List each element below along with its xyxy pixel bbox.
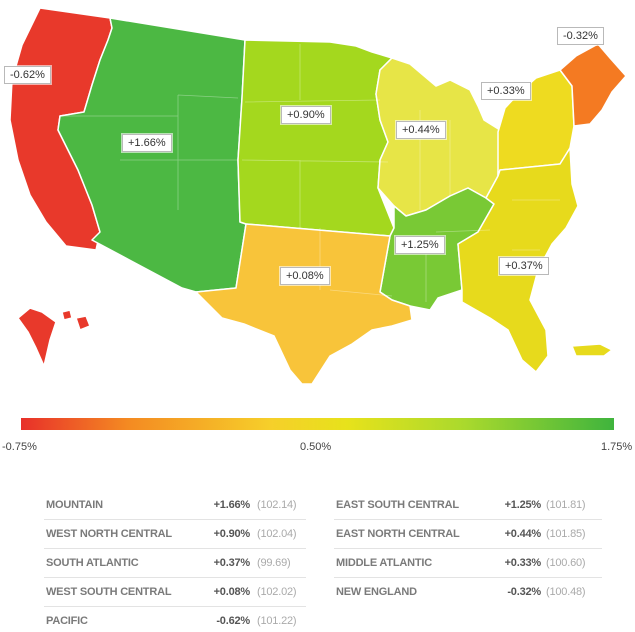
stats-row-divider bbox=[44, 548, 306, 549]
stats-index: (101.22) bbox=[257, 615, 297, 627]
stats-change: -0.32% bbox=[507, 586, 541, 598]
stats-index: (102.02) bbox=[257, 586, 297, 598]
color-scale-bar bbox=[21, 418, 614, 430]
stats-region-name: EAST SOUTH CENTRAL bbox=[336, 499, 459, 511]
callout-middle-atlantic: +0.33% bbox=[481, 82, 531, 100]
stats-change: +1.25% bbox=[504, 499, 542, 511]
stats-region-name: MIDDLE ATLANTIC bbox=[336, 557, 432, 569]
callout-pacific: -0.62% bbox=[4, 66, 51, 84]
scale-min-label: -0.75% bbox=[2, 441, 37, 453]
stats-row-divider bbox=[44, 606, 306, 607]
stats-region-name: NEW ENGLAND bbox=[336, 586, 417, 598]
callout-new-england: -0.32% bbox=[557, 27, 604, 45]
stats-row-divider bbox=[334, 548, 602, 549]
stats-row-divider bbox=[44, 577, 306, 578]
stats-change: +0.33% bbox=[504, 557, 542, 569]
stats-row-divider bbox=[44, 519, 306, 520]
stats-index: (100.48) bbox=[546, 586, 586, 598]
stats-row: NEW ENGLAND -0.32% (100.48) bbox=[336, 583, 604, 603]
region-south-atlantic-puerto-rico[interactable] bbox=[571, 343, 613, 357]
stats-row: EAST SOUTH CENTRAL +1.25% (101.81) bbox=[336, 496, 604, 516]
callout-south-atlantic: +0.37% bbox=[499, 257, 549, 275]
stats-row-divider bbox=[334, 519, 602, 520]
callout-east-north-central: +0.44% bbox=[396, 121, 446, 139]
callout-west-north-central: +0.90% bbox=[281, 106, 331, 124]
us-regions-map bbox=[9, 7, 627, 385]
stats-region-name: WEST SOUTH CENTRAL bbox=[46, 586, 172, 598]
stats-change: +0.44% bbox=[504, 528, 542, 540]
stats-region-name: EAST NORTH CENTRAL bbox=[336, 528, 460, 540]
stats-index: (102.14) bbox=[257, 499, 297, 511]
stats-change: +0.08% bbox=[213, 586, 251, 598]
region-west-north-central[interactable] bbox=[237, 39, 395, 237]
stats-index: (100.60) bbox=[546, 557, 586, 569]
stats-index: (99.69) bbox=[257, 557, 291, 569]
region-new-england[interactable] bbox=[559, 43, 627, 127]
stats-index: (102.04) bbox=[257, 528, 297, 540]
region-west-south-central[interactable] bbox=[195, 223, 413, 385]
stats-row: MOUNTAIN +1.66% (102.14) bbox=[46, 496, 308, 516]
stats-row: WEST SOUTH CENTRAL +0.08% (102.02) bbox=[46, 583, 308, 603]
stats-region-name: WEST NORTH CENTRAL bbox=[46, 528, 172, 540]
callout-east-south-central: +1.25% bbox=[395, 236, 445, 254]
stats-region-name: SOUTH ATLANTIC bbox=[46, 557, 139, 569]
stats-row-divider bbox=[334, 577, 602, 578]
stats-index: (101.81) bbox=[546, 499, 586, 511]
callout-mountain: +1.66% bbox=[122, 134, 172, 152]
stats-row: EAST NORTH CENTRAL +0.44% (101.85) bbox=[336, 525, 604, 545]
callout-west-south-central: +0.08% bbox=[280, 267, 330, 285]
stats-row: PACIFIC -0.62% (101.22) bbox=[46, 612, 308, 632]
stats-row: WEST NORTH CENTRAL +0.90% (102.04) bbox=[46, 525, 308, 545]
stats-region-name: PACIFIC bbox=[46, 615, 88, 627]
scale-mid-label: 0.50% bbox=[300, 441, 332, 453]
stats-row: SOUTH ATLANTIC +0.37% (99.69) bbox=[46, 554, 308, 574]
stats-change: -0.62% bbox=[216, 615, 250, 627]
region-pacific-hawaii[interactable] bbox=[17, 307, 91, 367]
stats-row: MIDDLE ATLANTIC +0.33% (100.60) bbox=[336, 554, 604, 574]
stats-region-name: MOUNTAIN bbox=[46, 499, 103, 511]
stats-change: +0.37% bbox=[213, 557, 251, 569]
stats-index: (101.85) bbox=[546, 528, 586, 540]
scale-max-label: 1.75% bbox=[601, 441, 633, 453]
stats-change: +1.66% bbox=[213, 499, 251, 511]
stats-change: +0.90% bbox=[213, 528, 251, 540]
